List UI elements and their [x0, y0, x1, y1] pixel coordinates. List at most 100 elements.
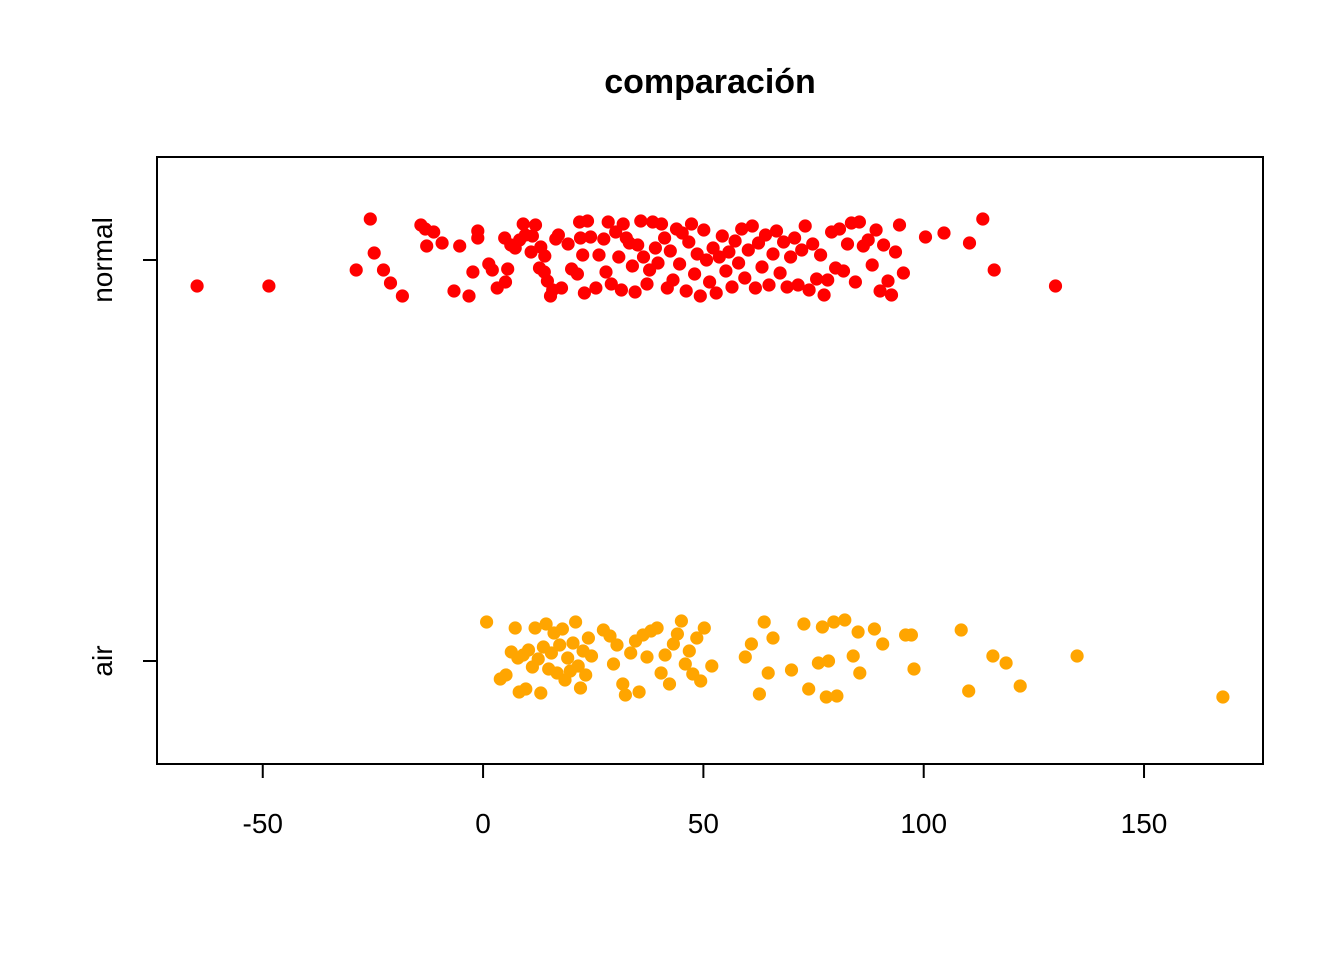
point-air	[561, 651, 575, 665]
point-normal	[762, 278, 776, 292]
point-air	[838, 613, 852, 627]
point-air	[830, 689, 844, 703]
point-normal	[728, 234, 742, 248]
point-normal	[614, 283, 629, 297]
point-normal	[918, 230, 933, 244]
point-air	[553, 638, 567, 652]
point-air	[766, 631, 780, 645]
point-normal	[962, 236, 977, 250]
point-normal	[873, 284, 887, 298]
point-normal	[570, 267, 585, 281]
point-air	[954, 623, 968, 637]
point-normal	[817, 288, 831, 302]
point-air	[784, 663, 799, 677]
y-axis: air normal	[87, 217, 158, 677]
point-air	[846, 649, 860, 663]
point-normal	[577, 286, 592, 300]
point-normal	[190, 279, 204, 293]
point-normal	[658, 231, 672, 245]
point-normal	[679, 284, 693, 298]
point-normal	[554, 281, 569, 295]
point-normal	[501, 262, 515, 276]
point-normal	[576, 248, 590, 262]
point-normal	[561, 237, 575, 251]
point-air	[528, 621, 542, 635]
point-normal	[453, 239, 467, 253]
point-normal	[741, 243, 755, 257]
point-normal	[832, 222, 847, 236]
point-air	[757, 615, 771, 629]
point-normal	[869, 223, 883, 237]
point-air	[697, 621, 711, 635]
x-tick-label: 150	[1121, 808, 1168, 839]
point-air	[566, 636, 580, 650]
point-normal	[466, 265, 480, 279]
point-normal	[485, 263, 499, 277]
point-normal	[538, 249, 552, 263]
point-air	[534, 686, 548, 700]
point-normal	[498, 275, 513, 289]
x-tick-label: -50	[243, 808, 283, 839]
point-air	[738, 650, 752, 664]
point-normal	[784, 250, 798, 264]
point-normal	[732, 256, 746, 270]
point-air	[531, 652, 545, 666]
point-normal	[604, 277, 618, 291]
point-normal	[516, 217, 530, 231]
point-air	[811, 656, 826, 670]
point-normal	[592, 248, 606, 262]
point-air	[904, 628, 919, 642]
point-air	[581, 631, 596, 645]
point-air	[569, 615, 583, 629]
point-normal	[769, 224, 784, 238]
point-air	[876, 637, 890, 651]
point-air	[544, 646, 559, 660]
point-normal	[524, 245, 538, 259]
point-normal	[682, 235, 696, 249]
point-normal	[648, 241, 663, 255]
point-air	[603, 629, 617, 643]
point-air	[654, 666, 668, 680]
point-air	[907, 662, 921, 676]
point-normal	[651, 256, 665, 270]
point-normal	[697, 223, 711, 237]
point-normal	[777, 235, 791, 249]
point-normal	[693, 289, 707, 303]
point-air	[616, 677, 630, 691]
point-air	[555, 622, 570, 636]
point-air	[797, 617, 811, 631]
point-normal	[791, 278, 805, 292]
point-air	[815, 620, 830, 634]
point-normal	[884, 288, 899, 302]
point-normal	[795, 243, 809, 257]
point-normal	[376, 263, 391, 277]
point-normal	[447, 284, 461, 298]
y-tick-label-normal: normal	[87, 217, 118, 303]
point-normal	[699, 253, 714, 267]
point-air	[1070, 649, 1084, 663]
point-air	[610, 638, 624, 652]
point-normal	[589, 281, 603, 295]
point-normal	[840, 237, 855, 251]
point-normal	[367, 246, 381, 260]
point-normal	[471, 231, 485, 245]
point-normal	[528, 218, 543, 232]
point-normal	[987, 263, 1001, 277]
point-normal	[573, 231, 588, 245]
point-normal	[525, 229, 540, 243]
point-air	[867, 622, 882, 636]
point-normal	[654, 217, 669, 231]
point-air	[508, 621, 522, 635]
point-air	[658, 648, 672, 662]
point-air	[666, 637, 681, 651]
point-normal	[852, 215, 867, 229]
point-normal	[601, 215, 615, 229]
point-air	[1013, 679, 1027, 693]
point-normal	[806, 237, 820, 251]
point-normal	[745, 219, 759, 233]
point-air	[851, 625, 865, 639]
point-normal	[888, 245, 903, 259]
point-air	[682, 644, 696, 658]
point-normal	[363, 212, 377, 226]
